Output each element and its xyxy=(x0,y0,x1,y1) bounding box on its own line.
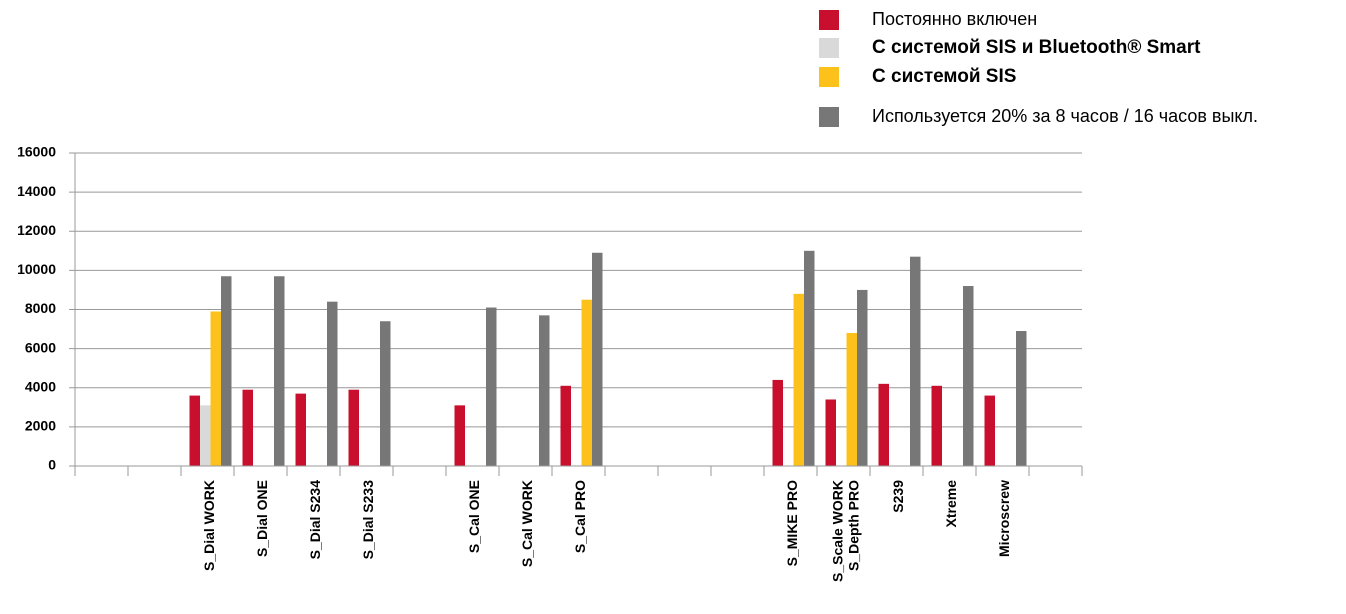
legend-swatch xyxy=(819,67,839,87)
bar xyxy=(984,395,995,466)
x-tick-label: S_Dial S233 xyxy=(360,480,376,560)
bar xyxy=(910,256,921,466)
bar xyxy=(846,332,857,466)
bar xyxy=(380,321,391,466)
bar xyxy=(793,293,804,466)
x-tick-label: S_Cal ONE xyxy=(466,480,482,553)
bar xyxy=(857,289,868,466)
bar xyxy=(189,395,200,466)
bar xyxy=(581,299,592,466)
y-tick-label: 4000 xyxy=(25,378,56,394)
bar xyxy=(295,393,306,466)
bar xyxy=(454,405,465,466)
x-tick-label: S_Dial ONE xyxy=(254,480,270,557)
bar xyxy=(242,389,253,466)
y-tick-label: 2000 xyxy=(25,418,56,434)
bar xyxy=(772,379,783,466)
bar xyxy=(210,311,221,466)
x-tick-label: S_Dial WORK xyxy=(201,480,217,571)
x-tick-label: S_MIKE PRO xyxy=(784,480,800,566)
bar xyxy=(825,399,836,466)
bar xyxy=(348,389,359,466)
bar xyxy=(1016,331,1027,466)
y-tick-label: 10000 xyxy=(17,261,56,277)
x-tick-label-line: S_Depth PRO xyxy=(845,480,861,571)
bar xyxy=(200,405,211,466)
x-tick-label: S_Cal WORK xyxy=(519,480,535,567)
legend-swatch xyxy=(819,10,839,30)
y-tick-label: 12000 xyxy=(17,222,56,238)
legend-label: С системой SIS и Bluetooth® Smart xyxy=(872,37,1201,58)
bar xyxy=(486,307,497,466)
bar xyxy=(963,286,974,466)
legend-swatch xyxy=(819,38,839,58)
bar xyxy=(560,385,571,466)
bar xyxy=(804,250,815,466)
legend-label: Используется 20% за 8 часов / 16 часов в… xyxy=(872,106,1258,126)
x-tick-label: S_Dial S234 xyxy=(307,480,323,560)
x-tick-label-line: S_Scale WORK xyxy=(829,480,845,582)
x-tick-label: Microscrew xyxy=(996,480,1012,557)
legend-label: Постоянно включен xyxy=(872,9,1037,29)
bar xyxy=(221,276,232,466)
bar xyxy=(539,315,550,466)
bar xyxy=(274,276,285,466)
legend-label: С системой SIS xyxy=(872,66,1016,87)
x-tick-label: S_Scale WORKS_Depth PRO xyxy=(829,480,861,582)
bar xyxy=(878,383,889,466)
y-tick-label: 16000 xyxy=(17,144,56,160)
bar xyxy=(327,301,338,466)
y-tick-label: 0 xyxy=(48,457,56,473)
y-tick-label: 14000 xyxy=(17,183,56,199)
legend-swatch xyxy=(819,107,839,127)
x-tick-label: Xtreme xyxy=(943,480,959,528)
y-tick-label: 6000 xyxy=(25,339,56,355)
bar xyxy=(931,385,942,466)
bar xyxy=(592,252,603,466)
x-tick-label: S239 xyxy=(890,480,906,513)
x-tick-label: S_Cal PRO xyxy=(572,480,588,553)
y-tick-label: 8000 xyxy=(25,300,56,316)
